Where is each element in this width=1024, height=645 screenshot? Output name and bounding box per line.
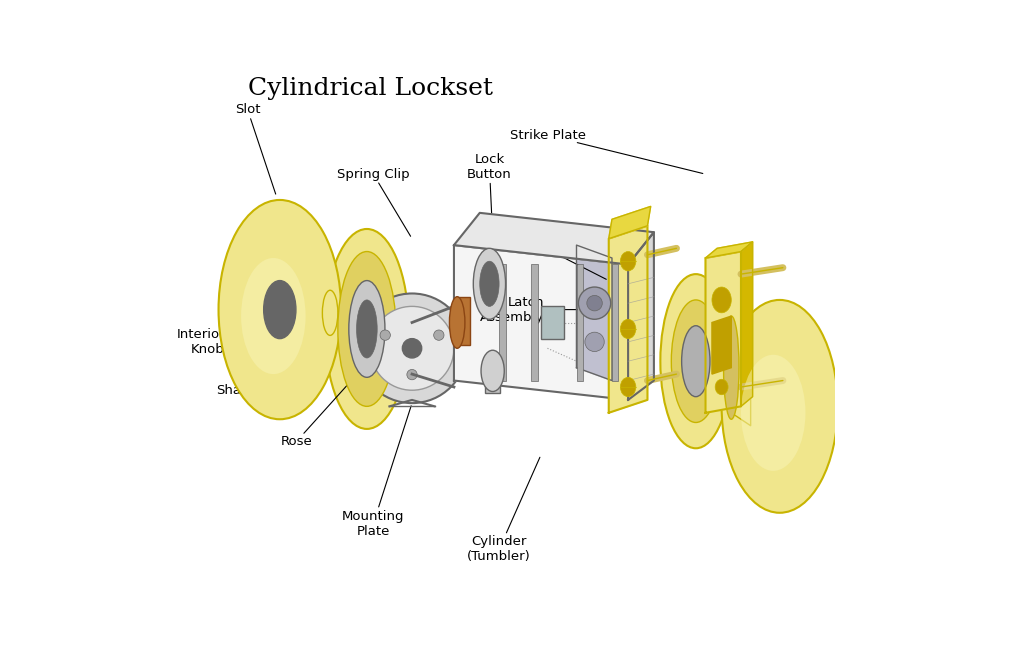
Text: Latch
Assembly: Latch Assembly xyxy=(480,295,584,324)
Circle shape xyxy=(357,293,467,403)
Polygon shape xyxy=(731,310,751,426)
Text: Interior
Knob: Interior Knob xyxy=(176,323,255,356)
Text: Exterior
Knob: Exterior Knob xyxy=(771,406,829,479)
Text: Spring Clip: Spring Clip xyxy=(337,168,411,236)
Ellipse shape xyxy=(473,248,506,319)
Text: Strike Plate: Strike Plate xyxy=(510,129,702,174)
Ellipse shape xyxy=(450,297,465,348)
Polygon shape xyxy=(608,226,647,413)
Text: Cylinder
(Tumbler): Cylinder (Tumbler) xyxy=(467,457,540,563)
Circle shape xyxy=(585,332,604,352)
Bar xyxy=(457,297,470,345)
Ellipse shape xyxy=(349,281,385,377)
Ellipse shape xyxy=(741,355,806,471)
Ellipse shape xyxy=(621,319,636,339)
Ellipse shape xyxy=(356,300,377,358)
Bar xyxy=(541,306,563,339)
Text: Rose: Rose xyxy=(281,376,355,448)
Bar xyxy=(531,264,538,381)
Bar xyxy=(485,371,501,393)
Polygon shape xyxy=(454,213,654,264)
Polygon shape xyxy=(706,252,741,413)
Polygon shape xyxy=(741,242,753,406)
Text: Slot: Slot xyxy=(234,103,275,194)
Ellipse shape xyxy=(682,326,710,397)
Circle shape xyxy=(370,306,454,390)
Ellipse shape xyxy=(724,316,739,419)
Polygon shape xyxy=(706,242,753,258)
Circle shape xyxy=(434,330,444,341)
Ellipse shape xyxy=(218,200,341,419)
Ellipse shape xyxy=(660,274,731,448)
Text: Mounting
Plate: Mounting Plate xyxy=(342,406,412,537)
Polygon shape xyxy=(712,316,731,374)
Ellipse shape xyxy=(621,252,636,271)
Bar xyxy=(577,264,583,381)
Ellipse shape xyxy=(323,290,338,335)
Bar xyxy=(330,290,356,335)
Ellipse shape xyxy=(481,350,504,392)
Circle shape xyxy=(587,295,602,311)
Ellipse shape xyxy=(621,377,636,397)
Polygon shape xyxy=(454,245,628,400)
Ellipse shape xyxy=(241,258,305,374)
Polygon shape xyxy=(628,232,654,400)
Ellipse shape xyxy=(712,287,731,313)
Ellipse shape xyxy=(263,281,296,339)
Ellipse shape xyxy=(672,300,720,422)
Text: Shank: Shank xyxy=(216,356,319,397)
Polygon shape xyxy=(577,245,612,381)
Ellipse shape xyxy=(715,379,728,395)
Ellipse shape xyxy=(338,252,396,406)
Polygon shape xyxy=(608,206,650,239)
Circle shape xyxy=(579,287,610,319)
Text: Cylindrical Lockset: Cylindrical Lockset xyxy=(248,77,493,101)
Ellipse shape xyxy=(722,300,838,513)
Text: Lock
Button: Lock Button xyxy=(467,153,512,233)
Bar xyxy=(499,264,506,381)
Ellipse shape xyxy=(325,229,409,429)
Circle shape xyxy=(402,339,422,358)
Text: Face Plate: Face Plate xyxy=(486,229,606,279)
Text: Rose: Rose xyxy=(686,358,718,374)
Circle shape xyxy=(380,330,390,341)
Circle shape xyxy=(407,370,417,380)
Ellipse shape xyxy=(480,261,499,306)
Bar xyxy=(612,264,618,381)
